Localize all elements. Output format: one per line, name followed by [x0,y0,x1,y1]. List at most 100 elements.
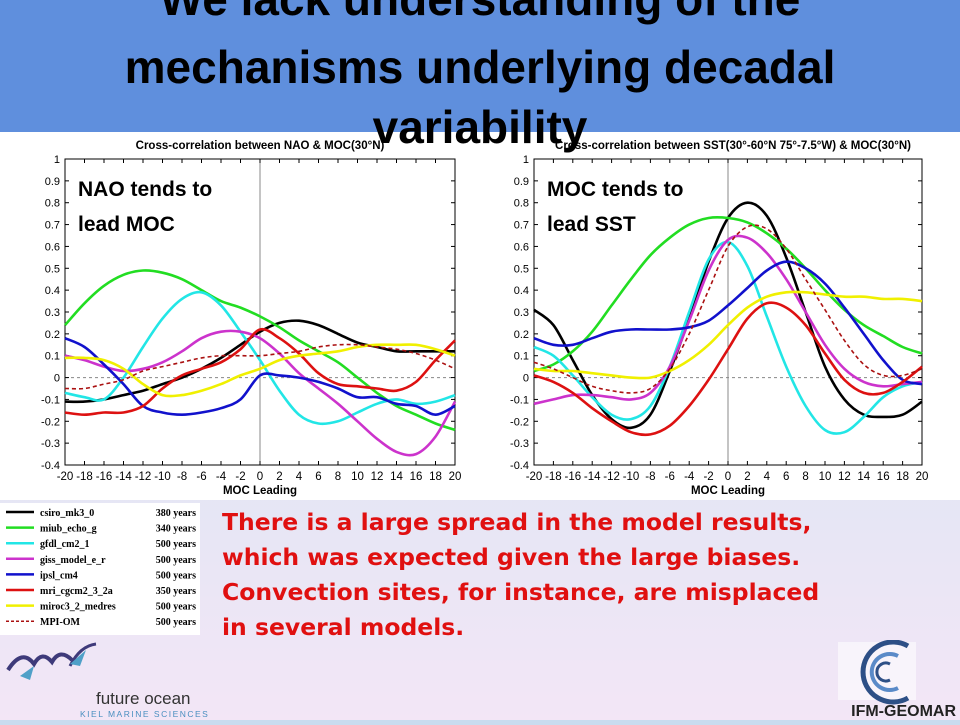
x-tick-label: -16 [96,471,113,483]
x-tick-label: 18 [429,471,442,483]
series-line-MPI-OM [533,224,923,394]
body-line-3: Convection sites, for instance, are misp… [222,578,820,606]
x-tick-label: 18 [896,471,909,483]
legend-years-mri_cgcm2_3_2a: 350 years [156,586,196,597]
chart-panel: -0.4 -0.3 -0.2 -0.1 0 0.1 0.2 0.3 0.4 0.5 0.6 0.7 0.… [0,132,960,500]
series-line-giss_model_e_r [533,234,923,406]
legend-svg: csiro_mk3_0 380 years miub_echo_g 340 years… [6,508,196,628]
future-ocean-wave-mark [6,652,74,672]
legend-model-MPI-OM: MPI-OM [40,617,81,628]
y-tick-label: 0.7 [45,220,60,232]
y-tick-label: -0.3 [510,438,529,450]
body-line-4: in several models. [222,613,465,641]
x-tick-label: 16 [877,471,890,483]
x-tick-label: -2 [703,471,713,483]
x-tick-label: -14 [115,471,132,483]
x-tick-label: -4 [684,471,695,483]
x-tick-label: 20 [916,471,929,483]
y-tick-label: 0.8 [45,198,60,210]
slide-title-line-3: variability [372,101,588,153]
body-line-2: which was expected given the large biase… [222,543,801,571]
slide-title-line-2: mechanisms underlying decadal [124,41,836,93]
chart-annotation-line-1: MOC tends to [547,178,684,201]
body-line-1: There is a large spread in the model res… [222,508,812,536]
x-tick-label: 10 [819,471,832,483]
x-tick-label: -18 [545,471,562,483]
y-tick-label: 0.4 [45,285,60,297]
ifm-spiral-mark [860,639,910,705]
chart-2: -0.4 -0.3 -0.2 -0.1 0 0.1 0.2 0.3 0.4 0.5 0.6 0.7 0.… [510,140,928,497]
x-axis-label: MOC Leading [223,485,297,497]
x-tick-label: 14 [857,471,870,483]
series-line-giss_model_e_r [64,329,457,457]
series-line-ipsl_cm4 [533,260,923,386]
x-tick-label: 2 [276,471,282,483]
legend-model-miroc3_2_medres: miroc3_2_medres [40,602,116,613]
legend-years-miub_echo_g: 340 years [156,524,196,535]
series-line-miub_echo_g [533,216,923,373]
y-tick-label: 0.6 [514,241,529,253]
y-tick-label: -0.1 [41,394,60,406]
y-tick-label: 0.3 [514,307,529,319]
chart-title: Cross-correlation between NAO & MOC(30°N… [136,140,385,152]
series-line-MPI-OM [64,343,456,390]
x-tick-label: -8 [177,471,187,483]
title-banner [0,0,960,132]
body-text: There is a large spread in the model res… [222,505,942,645]
series-line-gfdl_cm2_1 [64,290,456,426]
chart-1: -0.4 -0.3 -0.2 -0.1 0 0.1 0.2 0.3 0.4 0.5 0.6 0.7 0.… [41,140,461,497]
chart-annotation-line-2: lead SST [547,213,636,236]
y-tick-label: 0.1 [514,351,529,363]
y-tick-label: 0 [54,373,60,385]
x-tick-label: 10 [351,471,364,483]
x-tick-label: -12 [603,471,620,483]
y-tick-label: -0.1 [510,394,529,406]
legend-years-miroc3_2_medres: 500 years [156,602,196,613]
y-tick-label: -0.3 [41,438,60,450]
x-tick-label: 12 [838,471,851,483]
slide-title-line-1: We lack understanding of the [0,0,960,26]
x-tick-label: 4 [764,471,771,483]
y-tick-label: 0.8 [514,198,529,210]
logo-text-ifm: IFM-GEOMAR [851,703,956,720]
x-tick-label: -4 [216,471,227,483]
x-tick-label: -12 [135,471,152,483]
x-axis-label: MOC Leading [691,485,765,497]
x-tick-label: -6 [196,471,206,483]
y-tick-label: 0.5 [514,263,529,275]
series-line-ipsl_cm4 [64,337,456,416]
legend-model-giss_model_e_r: giss_model_e_r [40,555,106,566]
y-tick-label: 1 [523,154,529,166]
y-tick-label: 1 [54,154,60,166]
logo-text-kiel: KIEL MARINE SCIENCES [80,709,209,719]
x-tick-label: 6 [315,471,321,483]
y-tick-label: -0.2 [510,416,529,428]
series-line-csiro_mk3_0 [64,319,455,404]
chart-annotation-line-2: lead MOC [78,213,175,236]
y-tick-label: 0.9 [514,176,529,188]
x-tick-label: -6 [665,471,675,483]
legend-model-miub_echo_g: miub_echo_g [40,524,97,535]
x-tick-label: 14 [390,471,403,483]
x-tick-label: -10 [623,471,640,483]
legend-model-gfdl_cm2_1: gfdl_cm2_1 [40,539,89,550]
y-tick-label: -0.4 [41,460,60,472]
legend-model-csiro_mk3_0: csiro_mk3_0 [40,508,94,519]
y-tick-label: 0.4 [514,285,529,297]
x-tick-label: -18 [76,471,93,483]
future-ocean-logo: future ocean KIEL MARINE SCIENCES [0,640,210,720]
chart-annotation-line-1: NAO tends to [78,178,212,201]
x-tick-label: -20 [57,471,74,483]
y-tick-label: 0.2 [45,329,60,341]
y-tick-label: -0.2 [41,416,60,428]
y-tick-label: 0.7 [514,220,529,232]
x-tick-label: 8 [335,471,341,483]
ifm-geomar-logo: IFM-GEOMAR [810,639,960,720]
legend-model-mri_cgcm2_3_2a: mri_cgcm2_3_2a [40,586,113,597]
y-tick-label: 0 [523,373,529,385]
legend-years-csiro_mk3_0: 380 years [156,508,196,519]
series-line-mri_cgcm2_3_2a [64,327,456,416]
series-line-miroc3_2_medres [533,290,923,380]
y-tick-label: 0.3 [45,307,60,319]
y-tick-label: 0.1 [45,351,60,363]
